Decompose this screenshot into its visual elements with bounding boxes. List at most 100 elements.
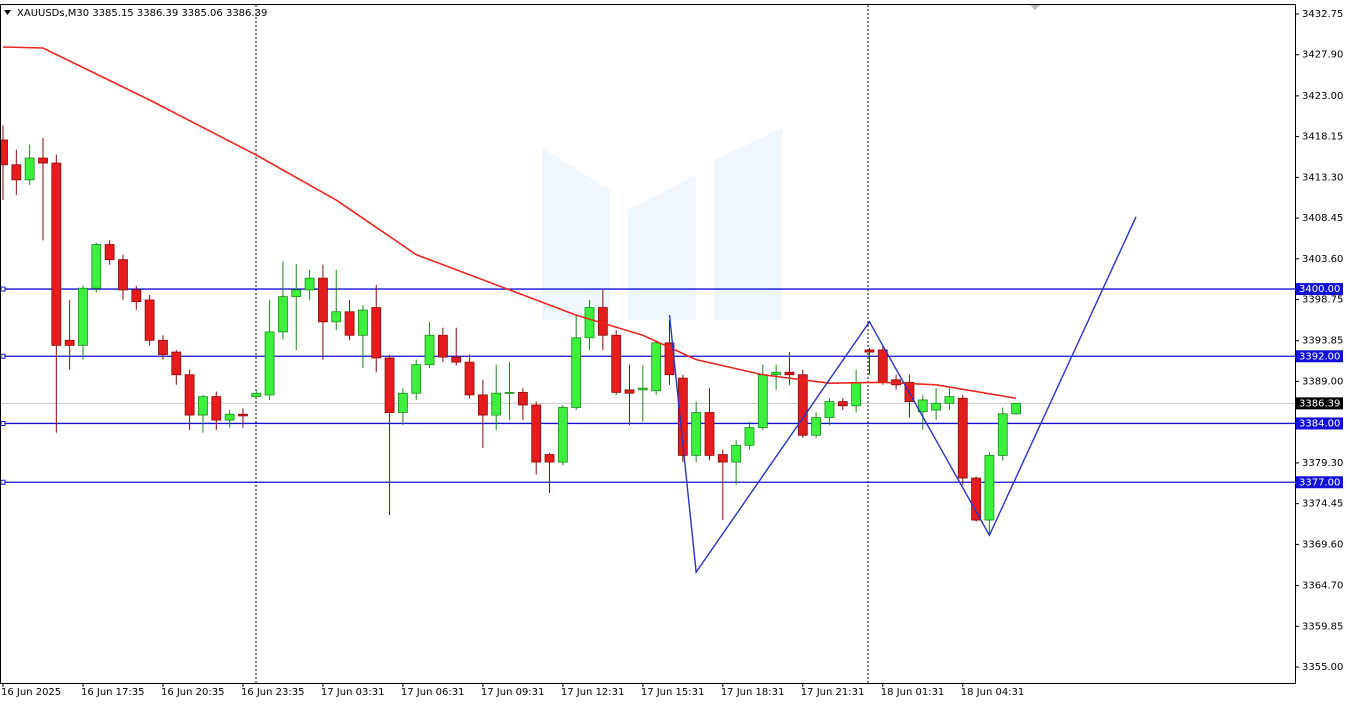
candle-body <box>0 139 8 166</box>
candle-body <box>984 454 995 521</box>
candle-body <box>757 374 768 429</box>
y-tick-label: 3364.70 <box>1302 581 1343 592</box>
candle-body <box>704 412 715 456</box>
candle-body <box>837 401 848 407</box>
candle-body <box>344 311 355 336</box>
y-tick-label: 3423.00 <box>1302 91 1343 102</box>
candle-body <box>211 396 222 421</box>
ohlc-close: 3386.39 <box>226 8 267 19</box>
x-tick-label: 17 Jun 18:31 <box>721 687 785 698</box>
level-anchor <box>0 353 6 359</box>
x-tick-label: 18 Jun 04:31 <box>961 687 1025 698</box>
ohlc-high: 3386.39 <box>137 8 178 19</box>
level-label-box <box>1296 283 1343 296</box>
level-label: 3384.00 <box>1299 418 1340 429</box>
candle-body <box>11 164 22 181</box>
watermark <box>542 128 782 320</box>
shift-marker <box>1030 5 1040 10</box>
y-tick-label: 3418.15 <box>1302 132 1343 143</box>
current-price-box <box>1296 397 1343 410</box>
candle-body <box>118 259 128 291</box>
candle-body <box>171 351 182 376</box>
candle-body <box>38 157 48 164</box>
candle-body <box>811 417 822 436</box>
candle-body <box>91 244 102 289</box>
candle-body <box>477 394 488 416</box>
candle-body <box>51 162 62 346</box>
candle-body <box>931 402 941 411</box>
candle-body <box>771 371 782 376</box>
candle-body <box>797 374 808 436</box>
current-price-label: 3386.39 <box>1299 398 1340 409</box>
candle-body <box>397 392 408 413</box>
candle-body <box>331 311 342 323</box>
candle-body <box>544 454 555 463</box>
level-label-box <box>1296 476 1343 489</box>
candle-body <box>358 309 368 336</box>
x-tick-label: 17 Jun 03:31 <box>321 687 385 698</box>
x-tick-label: 17 Jun 06:31 <box>401 687 465 698</box>
zigzag-line <box>668 216 1137 575</box>
candle-body <box>24 157 35 181</box>
y-tick-label: 3355.00 <box>1302 662 1343 673</box>
candle-body <box>557 407 568 463</box>
chart-header: XAUUSDs,M30 3385.15 3386.39 3385.06 3386… <box>17 8 267 19</box>
candle-body <box>944 396 955 404</box>
level-anchor <box>0 420 6 426</box>
plot-layer <box>0 46 1295 575</box>
candle-body <box>917 399 928 413</box>
header-arrow <box>4 10 11 15</box>
candle-body <box>437 334 448 358</box>
candle-body <box>371 307 382 359</box>
y-tick-label: 3408.45 <box>1302 213 1343 224</box>
candle-body <box>264 331 275 396</box>
candle-body <box>877 349 888 383</box>
candle-body <box>531 404 542 463</box>
candle-body <box>278 296 288 333</box>
x-tick-label: 16 Jun 23:35 <box>241 687 305 698</box>
y-tick-label: 3403.60 <box>1302 254 1343 265</box>
candle-body <box>864 349 875 353</box>
candle-body <box>784 371 795 376</box>
x-tick-label: 17 Jun 15:31 <box>641 687 705 698</box>
y-tick-label: 3369.60 <box>1302 539 1343 550</box>
candle-body <box>304 277 315 291</box>
x-tick-label: 17 Jun 12:31 <box>561 687 625 698</box>
candle-body <box>997 413 1008 456</box>
candle-body <box>611 334 622 393</box>
candle-body <box>144 299 155 341</box>
x-tick-label: 16 Jun 20:35 <box>161 687 225 698</box>
candle-body <box>571 337 582 408</box>
candle-body <box>851 382 862 407</box>
candle-body <box>291 289 302 298</box>
candle-body <box>504 391 515 394</box>
level-anchor <box>0 286 6 292</box>
candle-body <box>584 307 595 339</box>
candle-body <box>637 387 648 391</box>
plot-frame <box>0 4 1296 684</box>
candle-body <box>384 357 395 413</box>
candle-body <box>198 396 208 416</box>
candle-body <box>1011 402 1021 415</box>
candle-body <box>491 392 502 416</box>
y-tick-label: 3374.45 <box>1302 499 1343 510</box>
candle-body <box>731 444 742 463</box>
moving-average <box>2 46 1017 400</box>
y-tick-label: 3389.00 <box>1302 376 1343 387</box>
candle-body <box>411 364 422 394</box>
candle-body <box>238 413 248 417</box>
candle-body <box>424 334 435 366</box>
level-label: 3400.00 <box>1299 284 1340 295</box>
candle-body <box>971 477 981 521</box>
ohlc-open: 3385.15 <box>92 8 133 19</box>
y-tick-label: 3432.75 <box>1302 9 1343 20</box>
level-anchor <box>0 479 6 485</box>
candle-body <box>464 361 475 396</box>
candle-body <box>517 391 528 406</box>
candle-body <box>744 427 755 446</box>
x-tick-label: 18 Jun 01:31 <box>881 687 945 698</box>
level-label: 3377.00 <box>1299 477 1340 488</box>
